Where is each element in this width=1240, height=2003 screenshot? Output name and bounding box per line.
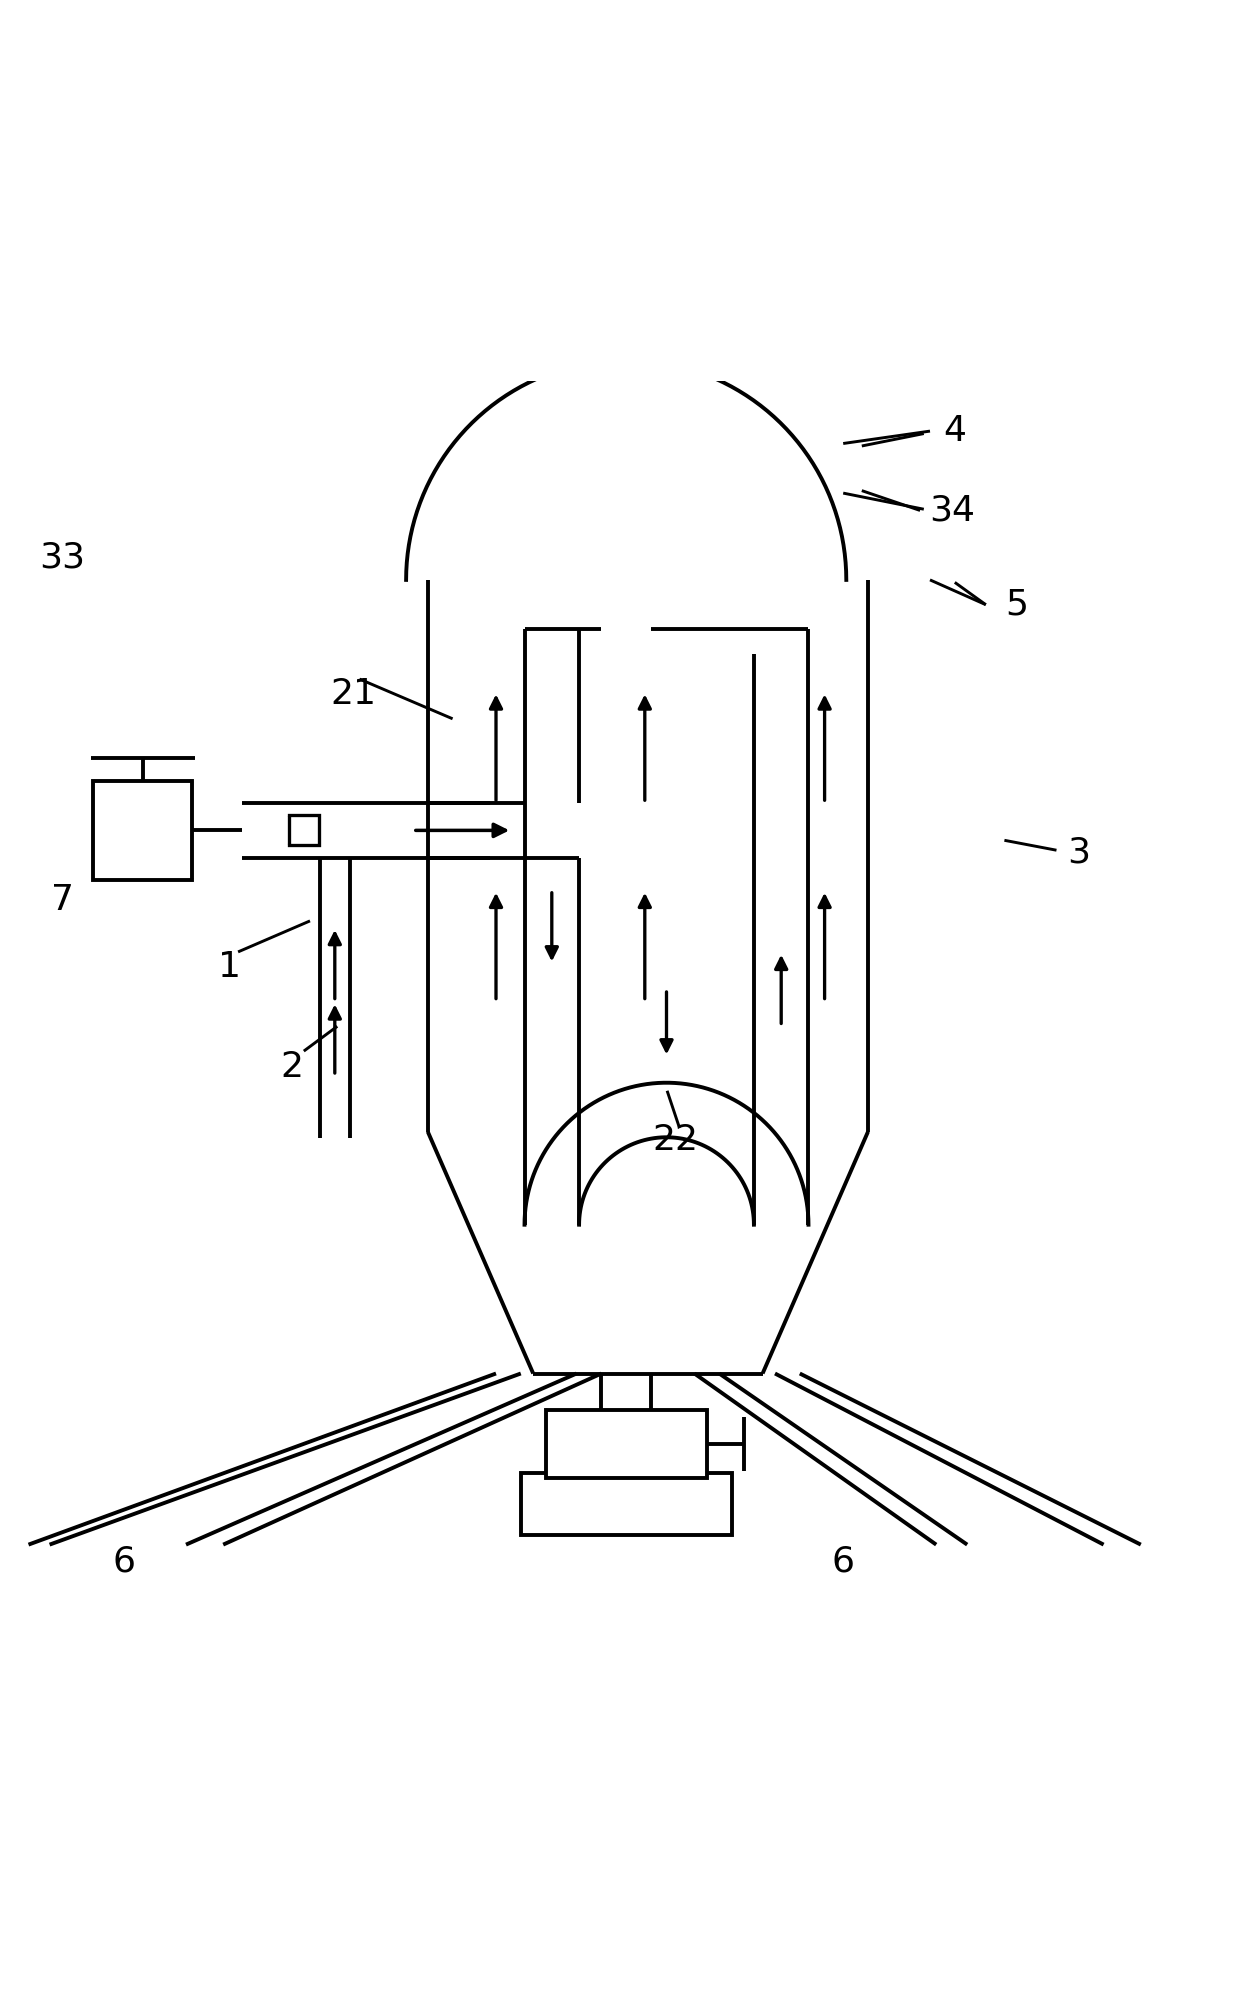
Text: 6: 6: [832, 1544, 854, 1578]
Text: 22: 22: [652, 1124, 699, 1158]
Bar: [289, 815, 319, 845]
Bar: [93, 781, 192, 879]
Text: 2: 2: [280, 1050, 303, 1084]
Polygon shape: [409, 244, 484, 284]
Text: 3: 3: [1068, 835, 1090, 869]
Bar: [694, 294, 729, 341]
Bar: [521, 1472, 732, 1534]
Text: 6: 6: [113, 1544, 135, 1578]
Text: 7: 7: [51, 883, 73, 917]
Text: 34: 34: [929, 493, 976, 527]
Bar: [531, 236, 722, 294]
Text: 33: 33: [38, 541, 86, 575]
Bar: [546, 1410, 707, 1478]
Text: 21: 21: [330, 677, 377, 711]
Text: 4: 4: [944, 415, 966, 449]
Polygon shape: [25, 244, 99, 284]
Polygon shape: [211, 244, 285, 284]
Text: 5: 5: [1006, 587, 1028, 621]
Bar: [531, 236, 722, 341]
Bar: [573, 294, 680, 341]
Text: 1: 1: [218, 949, 241, 983]
